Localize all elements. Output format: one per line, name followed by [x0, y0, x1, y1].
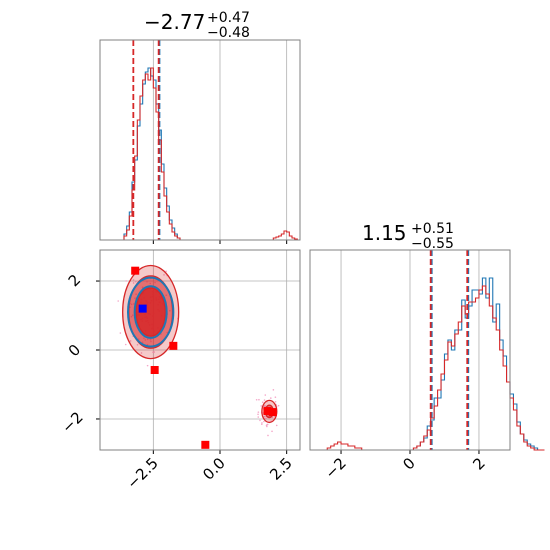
- scatter-sample-point: [270, 397, 272, 399]
- scatter-sample-point: [165, 270, 167, 273]
- scatter-sample-point: [261, 401, 264, 404]
- scatter-sample-point: [119, 332, 122, 334]
- contour-level-blue: [127, 276, 175, 348]
- scatter-sample-point: [261, 422, 263, 424]
- square-marker-red: [150, 366, 159, 374]
- scatter-sample-point: [153, 351, 156, 353]
- contour-level-red: [135, 287, 166, 337]
- scatter-sample-point: [264, 394, 267, 396]
- histogram-panel-param2: [309, 249, 545, 454]
- title-param2-upper: +0.51: [411, 221, 454, 237]
- scatter-sample-point: [117, 300, 119, 302]
- scatter-sample-point: [274, 396, 277, 398]
- square-marker-red: [268, 408, 277, 417]
- scatter-sample-point: [125, 280, 127, 282]
- scatter-sample-point: [261, 423, 263, 426]
- scatter-sample-point: [272, 389, 275, 391]
- scatter-sample-point: [258, 398, 260, 401]
- scatter-sample-point: [132, 282, 135, 284]
- hist2-frame: [309, 249, 511, 451]
- hist1-frame: [99, 39, 301, 241]
- histogram-panel-param1: [99, 39, 301, 244]
- scatter-sample-point: [277, 404, 280, 407]
- title-param1-upper: +0.47: [207, 10, 250, 26]
- scatter-sample-point: [263, 405, 266, 407]
- scatter-sample-point: [129, 340, 132, 342]
- square-marker-red: [131, 266, 140, 275]
- scatter-panel-joint: [96, 249, 301, 454]
- scatter-sample-point: [263, 399, 266, 401]
- scatter-sample-point: [257, 416, 260, 418]
- title-param1: −2.77 +0.47 −0.48: [144, 10, 250, 41]
- title-param2-lower: −0.55: [411, 236, 454, 252]
- scatter-sample-point: [260, 405, 263, 407]
- square-marker-red: [263, 407, 272, 416]
- scatter-sample-point: [136, 343, 139, 346]
- scatter-sample-point: [163, 274, 165, 276]
- square-marker-red: [169, 341, 178, 350]
- scatter-sample-point: [257, 413, 259, 416]
- scatter-sample-point: [266, 423, 268, 426]
- square-marker-blue: [138, 304, 147, 313]
- scatter-sample-point: [271, 430, 273, 433]
- title-param2: 1.15 +0.51 −0.55: [362, 221, 454, 252]
- scatter-sample-point: [132, 279, 135, 281]
- contour-level-blue: [133, 285, 168, 339]
- scatter-sample-point: [255, 398, 258, 401]
- scatter-sample-point: [267, 434, 269, 437]
- title-param1-lower: −0.48: [207, 25, 250, 41]
- scatter-sample-point: [257, 411, 260, 413]
- scatter-frame: [99, 249, 301, 451]
- scatter-sample-point: [263, 415, 266, 418]
- square-marker-red: [201, 440, 210, 449]
- scatter-sample-point: [146, 364, 149, 367]
- scatter-sample-point: [263, 420, 265, 423]
- scatter-sample-point: [259, 419, 261, 422]
- scatter-sample-point: [140, 352, 143, 354]
- title-param1-value: −2.77: [144, 10, 205, 34]
- scatter-sample-point: [124, 343, 127, 346]
- scatter-sample-point: [265, 417, 267, 420]
- scatter-sample-point: [274, 400, 277, 403]
- scatter-sample-point: [134, 280, 137, 283]
- scatter-sample-point: [275, 424, 278, 427]
- title-param2-value: 1.15: [362, 221, 407, 245]
